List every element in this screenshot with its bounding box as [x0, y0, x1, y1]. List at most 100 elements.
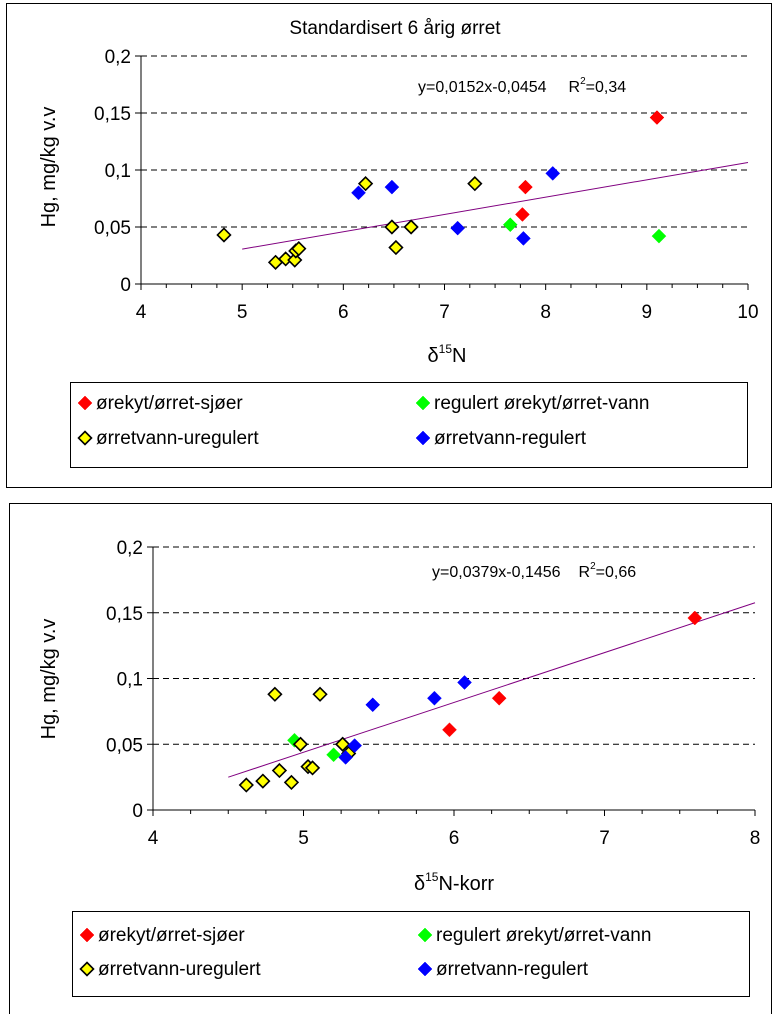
chart2-r2-sup: 2 [590, 561, 596, 572]
chart2-legend-items: ørekyt/ørret-sjøer regulert ørekyt/ørret-… [79, 925, 651, 980]
chart1-x-tick-label: 10 [737, 302, 758, 323]
chart2-point-series-4 [365, 697, 381, 713]
chart1-trend-equation: y=0,0152x-0,0454 R2=0,34 [418, 76, 626, 96]
chart2-y-axis-label: Hg, mg/kg v.v [38, 619, 60, 740]
chart2-point-series-3 [312, 686, 328, 702]
chart2-x-tick-label: 5 [298, 828, 309, 849]
chart2-point-series-4 [338, 750, 353, 765]
chart2-legend-marker [79, 961, 95, 977]
chart2-point-series-2 [326, 747, 341, 763]
chart1-title: Standardisert 6 årig ørret [289, 18, 501, 39]
chart2-legend-label: ørekyt/ørret-sjøer [98, 925, 245, 946]
chart2-frame [9, 503, 772, 1014]
chart1-point-series-4 [545, 166, 561, 181]
chart2-legend [72, 911, 750, 997]
chart1-point-series-4 [516, 231, 531, 246]
chart1-legend-label: ørekyt/ørret-sjøer [96, 393, 243, 414]
chart1-legend-items: ørekyt/ørret-sjøer regulert ørekyt/ørret-… [77, 393, 649, 449]
chart2-y-tick-label: 0,1 [117, 670, 143, 691]
chart1-point-series-4 [384, 179, 400, 195]
chart1-point-series-2 [502, 217, 518, 233]
chart1-point-series-3 [287, 252, 303, 268]
chart2-point-series-3 [292, 736, 309, 752]
chart1-x-axis-label-prefix: δ [428, 345, 439, 367]
chart2-point-series-4 [457, 675, 472, 690]
chart1-y-axis-label: Hg, mg/kg v.v [38, 107, 60, 228]
chart1-y-tick-label: 0,15 [94, 104, 131, 125]
chart2-equation-text: y=0,0379x-0,1456 [432, 564, 561, 581]
chart1-legend-label: regulert ørekyt/ørret-vann [434, 393, 649, 414]
chart1-plot-area: 0 0,05 0,1 0,15 0,2 4 5 6 7 8 9 10 [94, 47, 759, 323]
chart2-x-axis-label: δ15N-korr [414, 870, 494, 895]
chart2-x-tick-label: 8 [750, 828, 761, 849]
chart2-x-tick-label: 6 [449, 828, 460, 849]
chart1-point-series-3 [278, 251, 294, 267]
chart1-point-series-2 [651, 228, 667, 244]
chart2-legend-label: ørretvann-uregulert [98, 959, 261, 980]
chart1-point-series-3 [403, 219, 419, 235]
chart1-point-series-3 [467, 176, 483, 192]
chart1-x-tick-label: 6 [338, 302, 349, 323]
chart1-legend-marker [415, 430, 431, 446]
chart2-point-series-3 [334, 736, 351, 752]
chart2-point-series-3 [267, 686, 283, 702]
chart2-point-series-1 [687, 610, 703, 626]
chart1-legend-marker [77, 430, 93, 446]
chart1-r2-value: =0,34 [586, 79, 627, 96]
chart2-legend-marker [417, 927, 433, 943]
chart1-point-series-1 [518, 179, 533, 195]
chart1-point-series-4 [450, 220, 466, 236]
chart1-legend-label: ørretvann-regulert [434, 428, 587, 449]
chart1-x-tick-label: 5 [237, 302, 248, 323]
chart1-x-tick-label: 4 [136, 302, 147, 323]
chart1-point-series-3 [216, 227, 232, 243]
chart1-y-tick-label: 0 [120, 275, 131, 296]
chart2-point-series-3 [283, 774, 300, 791]
chart1-point-series-3 [384, 219, 400, 235]
chart1-x-tick-label: 8 [540, 302, 551, 323]
chart1-r2-sup: 2 [580, 76, 586, 87]
chart2-y-tick-label: 0,15 [106, 604, 143, 625]
chart2-trendline [228, 602, 756, 778]
chart1-legend-marker [77, 395, 93, 411]
chart1-x-tick-label: 7 [439, 302, 450, 323]
chart2-legend-marker [79, 927, 95, 943]
chart2-legend-marker [417, 961, 433, 977]
chart2-point-series-1 [491, 690, 507, 706]
chart1-x-axis-label: δ15N [428, 342, 467, 367]
chart1-point-series-4 [351, 185, 366, 201]
chart2-x-axis-label-sup: 15 [425, 870, 439, 884]
chart2-r2-prefix: R [579, 564, 591, 581]
chart2-legend-label: ørretvann-regulert [436, 959, 589, 980]
chart2-point-series-4 [347, 738, 363, 753]
chart2-legend-label: regulert ørekyt/ørret-vann [436, 925, 651, 946]
chart2-point-series-1 [442, 722, 457, 738]
chart1-point-series-1 [649, 110, 665, 125]
chart1-point-series-3 [388, 239, 404, 256]
chart1-y-tick-label: 0,05 [94, 218, 131, 239]
chart2-y-tick-label: 0,2 [117, 538, 143, 559]
chart1-point-series-3 [357, 176, 374, 192]
chart2-point-series-4 [427, 690, 442, 706]
chart1-y-tick-label: 0,2 [105, 47, 131, 68]
chart2-point-series-3 [238, 777, 254, 793]
chart1-point-series-3 [291, 241, 307, 257]
chart1-x-tick-label: 9 [642, 302, 653, 323]
chart2-point-series-3 [304, 760, 321, 776]
chart2-point-series-3 [271, 762, 288, 779]
chart2-x-tick-label: 7 [599, 828, 610, 849]
chart2-y-tick-label: 0 [132, 801, 143, 822]
chart2-r2-value: =0,66 [596, 564, 637, 581]
chart2-trend-equation: y=0,0379x-0,1456 R2=0,66 [432, 561, 636, 581]
chart1-x-axis-label-sup: 15 [439, 342, 453, 356]
chart1-legend-marker [415, 395, 431, 411]
chart2-x-tick-label: 4 [148, 828, 159, 849]
chart1-x-axis-label-main: N [452, 345, 466, 367]
chart2-x-axis-label-main: N-korr [438, 873, 494, 895]
chart1-equation-text: y=0,0152x-0,0454 [418, 79, 547, 96]
chart2-x-axis-label-prefix: δ [414, 873, 425, 895]
chart1-r2-prefix: R [569, 79, 581, 96]
chart1-legend-label: ørretvann-uregulert [96, 428, 259, 449]
chart1-point-series-1 [515, 207, 530, 222]
